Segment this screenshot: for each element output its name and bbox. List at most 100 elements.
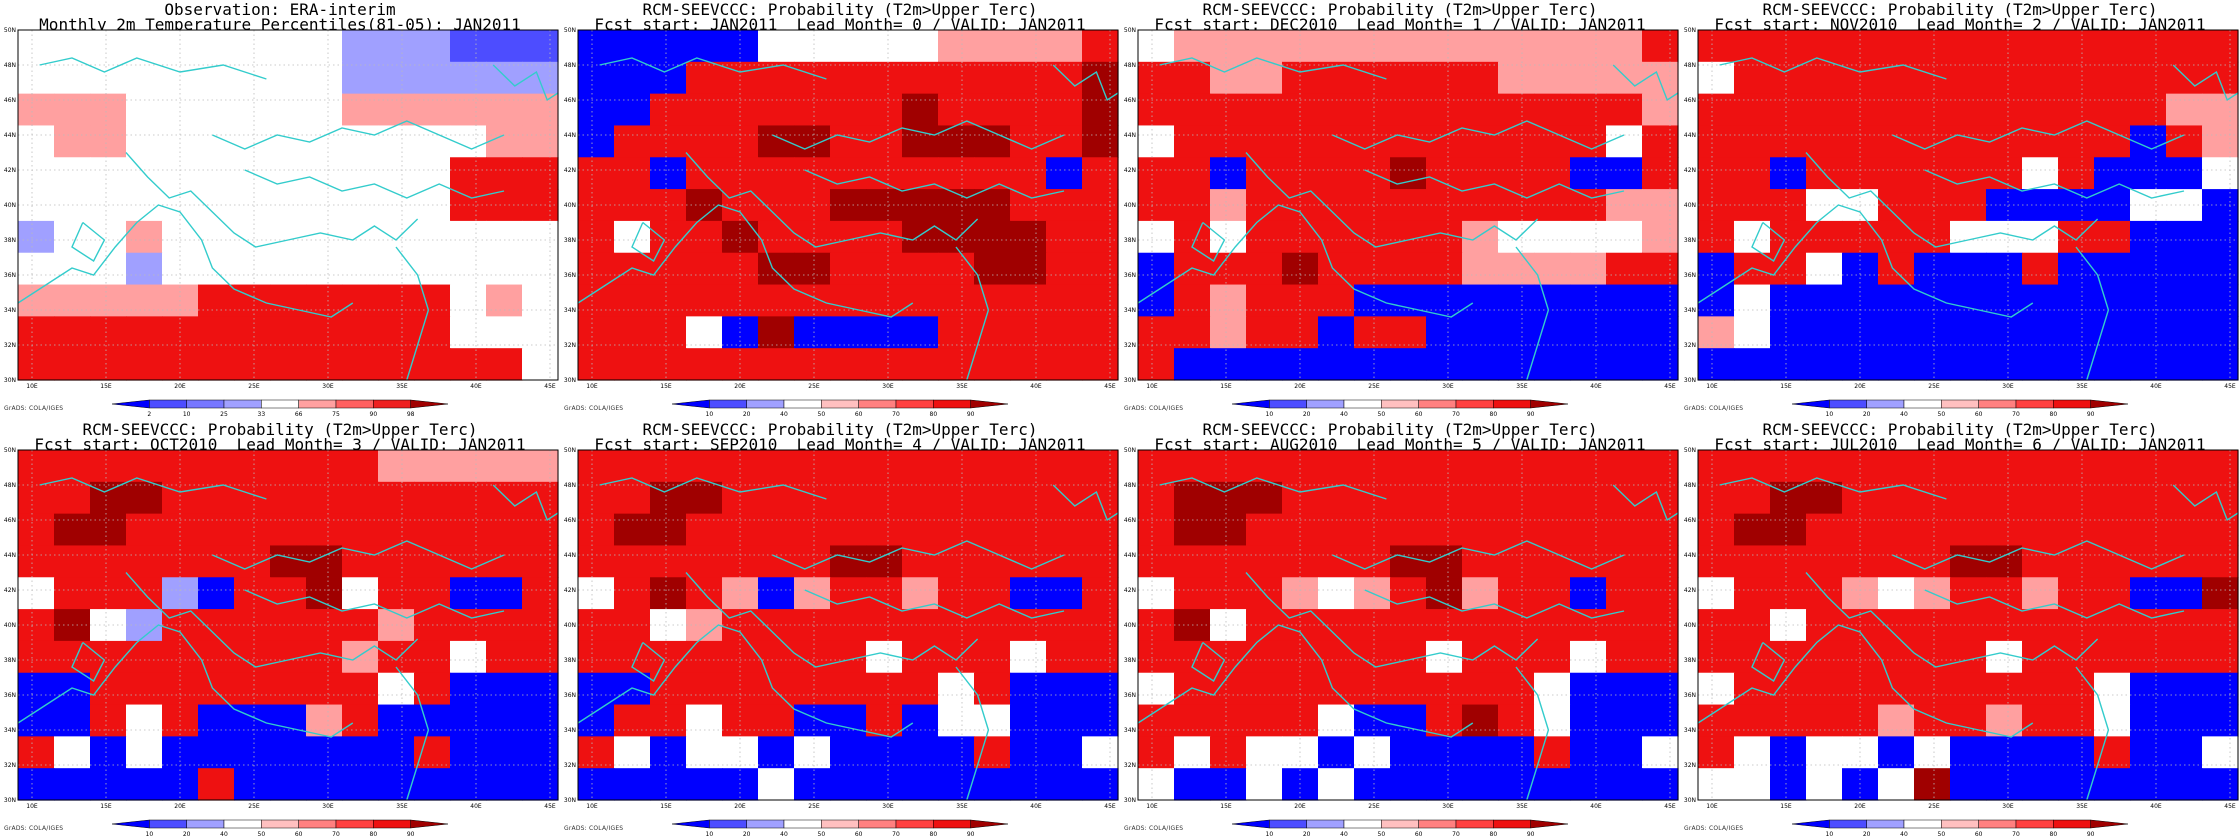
panel-subtitle: Fcst start: JAN2011 Lead Month= 0 / VALI… [594,15,1086,34]
grid-cell [1498,450,1535,483]
lat-tick-label: 50N [1684,27,1696,34]
grid-cell [866,672,903,706]
grid-cell [1734,284,1771,317]
grid-cell [306,513,343,547]
lat-tick-label: 34N [4,727,16,734]
grid-cell [450,704,487,737]
lat-tick-label: 38N [4,657,16,664]
grid-cell [1570,704,1607,737]
colorbar-label: 70 [332,831,340,838]
grid-cell [2202,513,2239,547]
grid-cell [1642,513,1679,547]
grid-cell [1210,450,1247,483]
panel-title: Observation: ERA-interim [164,0,396,19]
grid-cell [1354,284,1391,317]
grid-cell [1950,513,1987,547]
grid-cell [1082,545,1119,578]
grid-cell [2094,513,2131,547]
grid-cell [270,513,307,547]
grid-cell [1318,450,1355,483]
lon-tick-label: 15E [1780,803,1792,810]
grid-cell [1570,481,1607,515]
grid-cell [866,30,903,63]
lon-tick-label: 15E [1220,803,1232,810]
grid-cell [866,513,903,547]
grid-cell [2022,640,2059,674]
grid-cell [198,450,235,483]
grid-cell [378,284,415,317]
grid-cell [758,284,795,317]
grid-cell [2022,30,2059,63]
grid-cell [2202,30,2239,63]
lon-tick-label: 10E [1706,383,1718,390]
lon-tick-label: 20E [174,383,186,390]
grid-cell [2202,220,2239,254]
grid-cell [1174,93,1211,127]
map-plot: 30N 32N 34N 36N 38N 40N 42N 44N 46N 48N 50N 10E 15E 2… [1124,27,1679,418]
grid-cell [2058,157,2095,190]
colorbar-segment [410,399,449,409]
grid-cell [306,704,343,737]
grid-cell [1642,545,1679,578]
colorbar-label: 40 [1340,831,1348,838]
grid-cell [1914,704,1951,737]
lat-tick-label: 30N [1124,797,1136,804]
grid-cell [2022,316,2059,349]
grid-cell [1534,284,1571,317]
grid-cell [1082,640,1119,674]
lat-tick-label: 48N [1684,482,1696,489]
grid-cell [1498,704,1535,737]
colorbar-segment [933,819,971,829]
lon-tick-label: 10E [1146,803,1158,810]
grid-cell [1806,672,1843,706]
coastline [1191,221,1226,263]
grid-cell [1082,672,1119,706]
grid-cell [342,316,379,349]
grid-cell [1878,220,1915,254]
grid-cell [2202,93,2239,127]
grid-cell [1318,640,1355,674]
grid-cell [18,545,55,578]
grid-cell [1462,220,1499,254]
grid-cell [270,672,307,706]
grid-cell [614,545,651,578]
grid-cell [758,348,795,381]
grid-cell [306,768,343,801]
lat-tick-label: 34N [564,727,576,734]
grid-cell [1986,577,2023,610]
panel-subtitle: Fcst start: DEC2010 Lead Month= 1 / VALI… [1154,15,1646,34]
grid-cell [974,220,1011,254]
grid-cell [1698,704,1735,737]
grid-cell [1210,736,1247,769]
coastline [685,572,979,668]
grid-cell [1534,640,1571,674]
grid-cell [974,316,1011,349]
lon-tick-label: 15E [100,383,112,390]
grid-cell [414,157,451,190]
grid-cell [2202,157,2239,190]
map-plot: 30N 32N 34N 36N 38N 40N 42N 44N 46N 48N 50N 10E 15E 2… [1124,447,1679,838]
grid-cell [578,640,615,674]
grid-cell [1082,220,1119,254]
colorbar-segment [149,399,187,409]
grid-cell [2202,704,2239,737]
grid-cell [1010,577,1047,610]
grid-cell [1734,768,1771,801]
grid-cell [938,704,975,737]
grid-cell [686,61,723,95]
colorbar-segment [1791,399,1830,409]
grid-cell [614,736,651,769]
colorbar-segment [186,819,225,829]
grid-cell [758,316,795,349]
grid-cell [974,61,1011,95]
grid-cell [758,672,795,706]
grads-credit: GrADS: COLA/IGES [1124,825,1184,832]
grid-cell [1770,513,1807,547]
grid-cell [1570,736,1607,769]
colorbar-segment [1231,399,1270,409]
grid-cell [2166,157,2203,190]
grid-cell [414,545,451,578]
grid-cell [866,348,903,381]
lat-tick-label: 48N [1124,482,1136,489]
grid-cell [1986,450,2023,483]
